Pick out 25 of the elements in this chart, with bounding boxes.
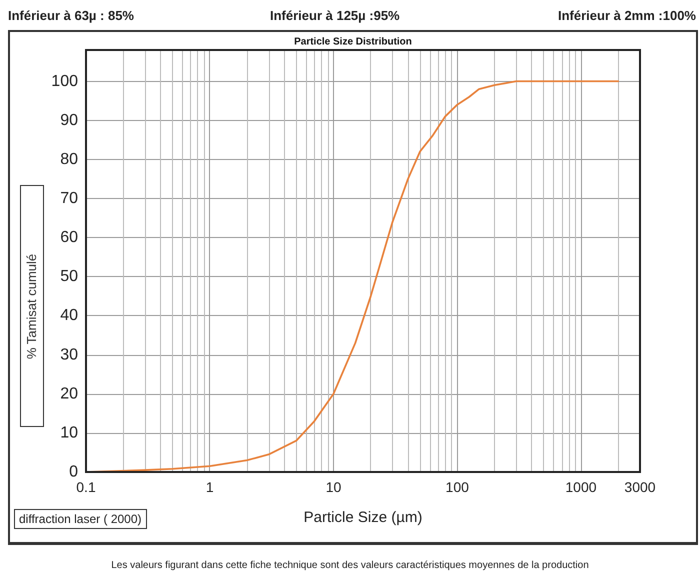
y-tick-label: 100 bbox=[51, 72, 78, 90]
text: Les valeurs figurant dans cette fiche technique sont des valeurs caractéristiques moyennes de la production bbox=[110, 560, 590, 571]
x-axis-title: Particle Size (µm) bbox=[304, 509, 422, 526]
y-tick-label: 20 bbox=[60, 385, 78, 402]
y-axis-title: % Tamisat cumulé bbox=[24, 253, 40, 359]
text: Inférieur à 125µ :95% bbox=[270, 8, 400, 23]
y-tick-label: 80 bbox=[60, 150, 78, 168]
y-tick-label: 90 bbox=[60, 112, 78, 129]
y-tick-label: 60 bbox=[60, 229, 78, 246]
x-tick-label: 1000 bbox=[565, 479, 597, 495]
y-tick-label: 10 bbox=[60, 424, 78, 442]
y-tick-label: 0 bbox=[69, 464, 78, 480]
y-tick-label: 70 bbox=[60, 190, 78, 207]
text: Inférieur à 2mm :100% bbox=[558, 8, 696, 23]
x-tick-label: 100 bbox=[446, 479, 470, 495]
chart-title: Particle Size Distribution bbox=[294, 36, 412, 48]
y-tick-label: 40 bbox=[60, 307, 78, 324]
text: diffraction laser ( 2000) bbox=[14, 509, 147, 529]
x-tick-label: 10 bbox=[326, 479, 342, 495]
x-tick-label: 1 bbox=[206, 479, 214, 495]
x-tick-label: 3000 bbox=[624, 479, 656, 495]
text: Inférieur à 63µ : 85% bbox=[8, 8, 134, 23]
y-tick-label: 30 bbox=[60, 346, 78, 364]
x-tick-label: 0.1 bbox=[76, 479, 96, 495]
y-tick-label: 50 bbox=[60, 268, 78, 286]
